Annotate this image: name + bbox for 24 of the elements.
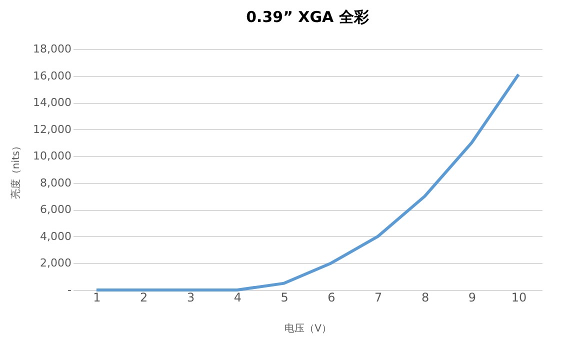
x-tick-label: 7	[374, 290, 382, 304]
y-tick-label: 4,000	[40, 230, 72, 243]
x-tick-label: 3	[186, 290, 195, 304]
x-tick-label: 10	[511, 290, 527, 304]
y-tick-label: 18,000	[33, 42, 72, 56]
chart-title: 0.39” XGA 全彩	[246, 8, 370, 26]
x-tick-label: 1	[93, 290, 101, 304]
y-tick-label: 12,000	[33, 122, 72, 136]
y-tick-label: 2,000	[40, 256, 72, 270]
x-tick-label: 4	[234, 290, 242, 304]
y-tick-label: -	[68, 284, 72, 296]
y-tick-label: 6,000	[40, 203, 72, 216]
x-tick-label: 6	[328, 290, 336, 304]
x-axis-title: 电压（V）	[284, 322, 332, 334]
y-tick-label: 16,000	[33, 69, 72, 82]
y-tick-label: 8,000	[40, 176, 72, 190]
line-series	[94, 72, 520, 292]
x-tick-label: 5	[280, 290, 288, 304]
x-tick-label: 8	[421, 290, 430, 304]
y-tick-label: 10,000	[33, 150, 72, 163]
x-tick-label: 2	[140, 290, 148, 304]
y-tick-label: 14,000	[33, 96, 72, 110]
x-tick-label: 9	[468, 290, 476, 304]
y-axis-title: 亮度（nits）	[10, 140, 22, 200]
